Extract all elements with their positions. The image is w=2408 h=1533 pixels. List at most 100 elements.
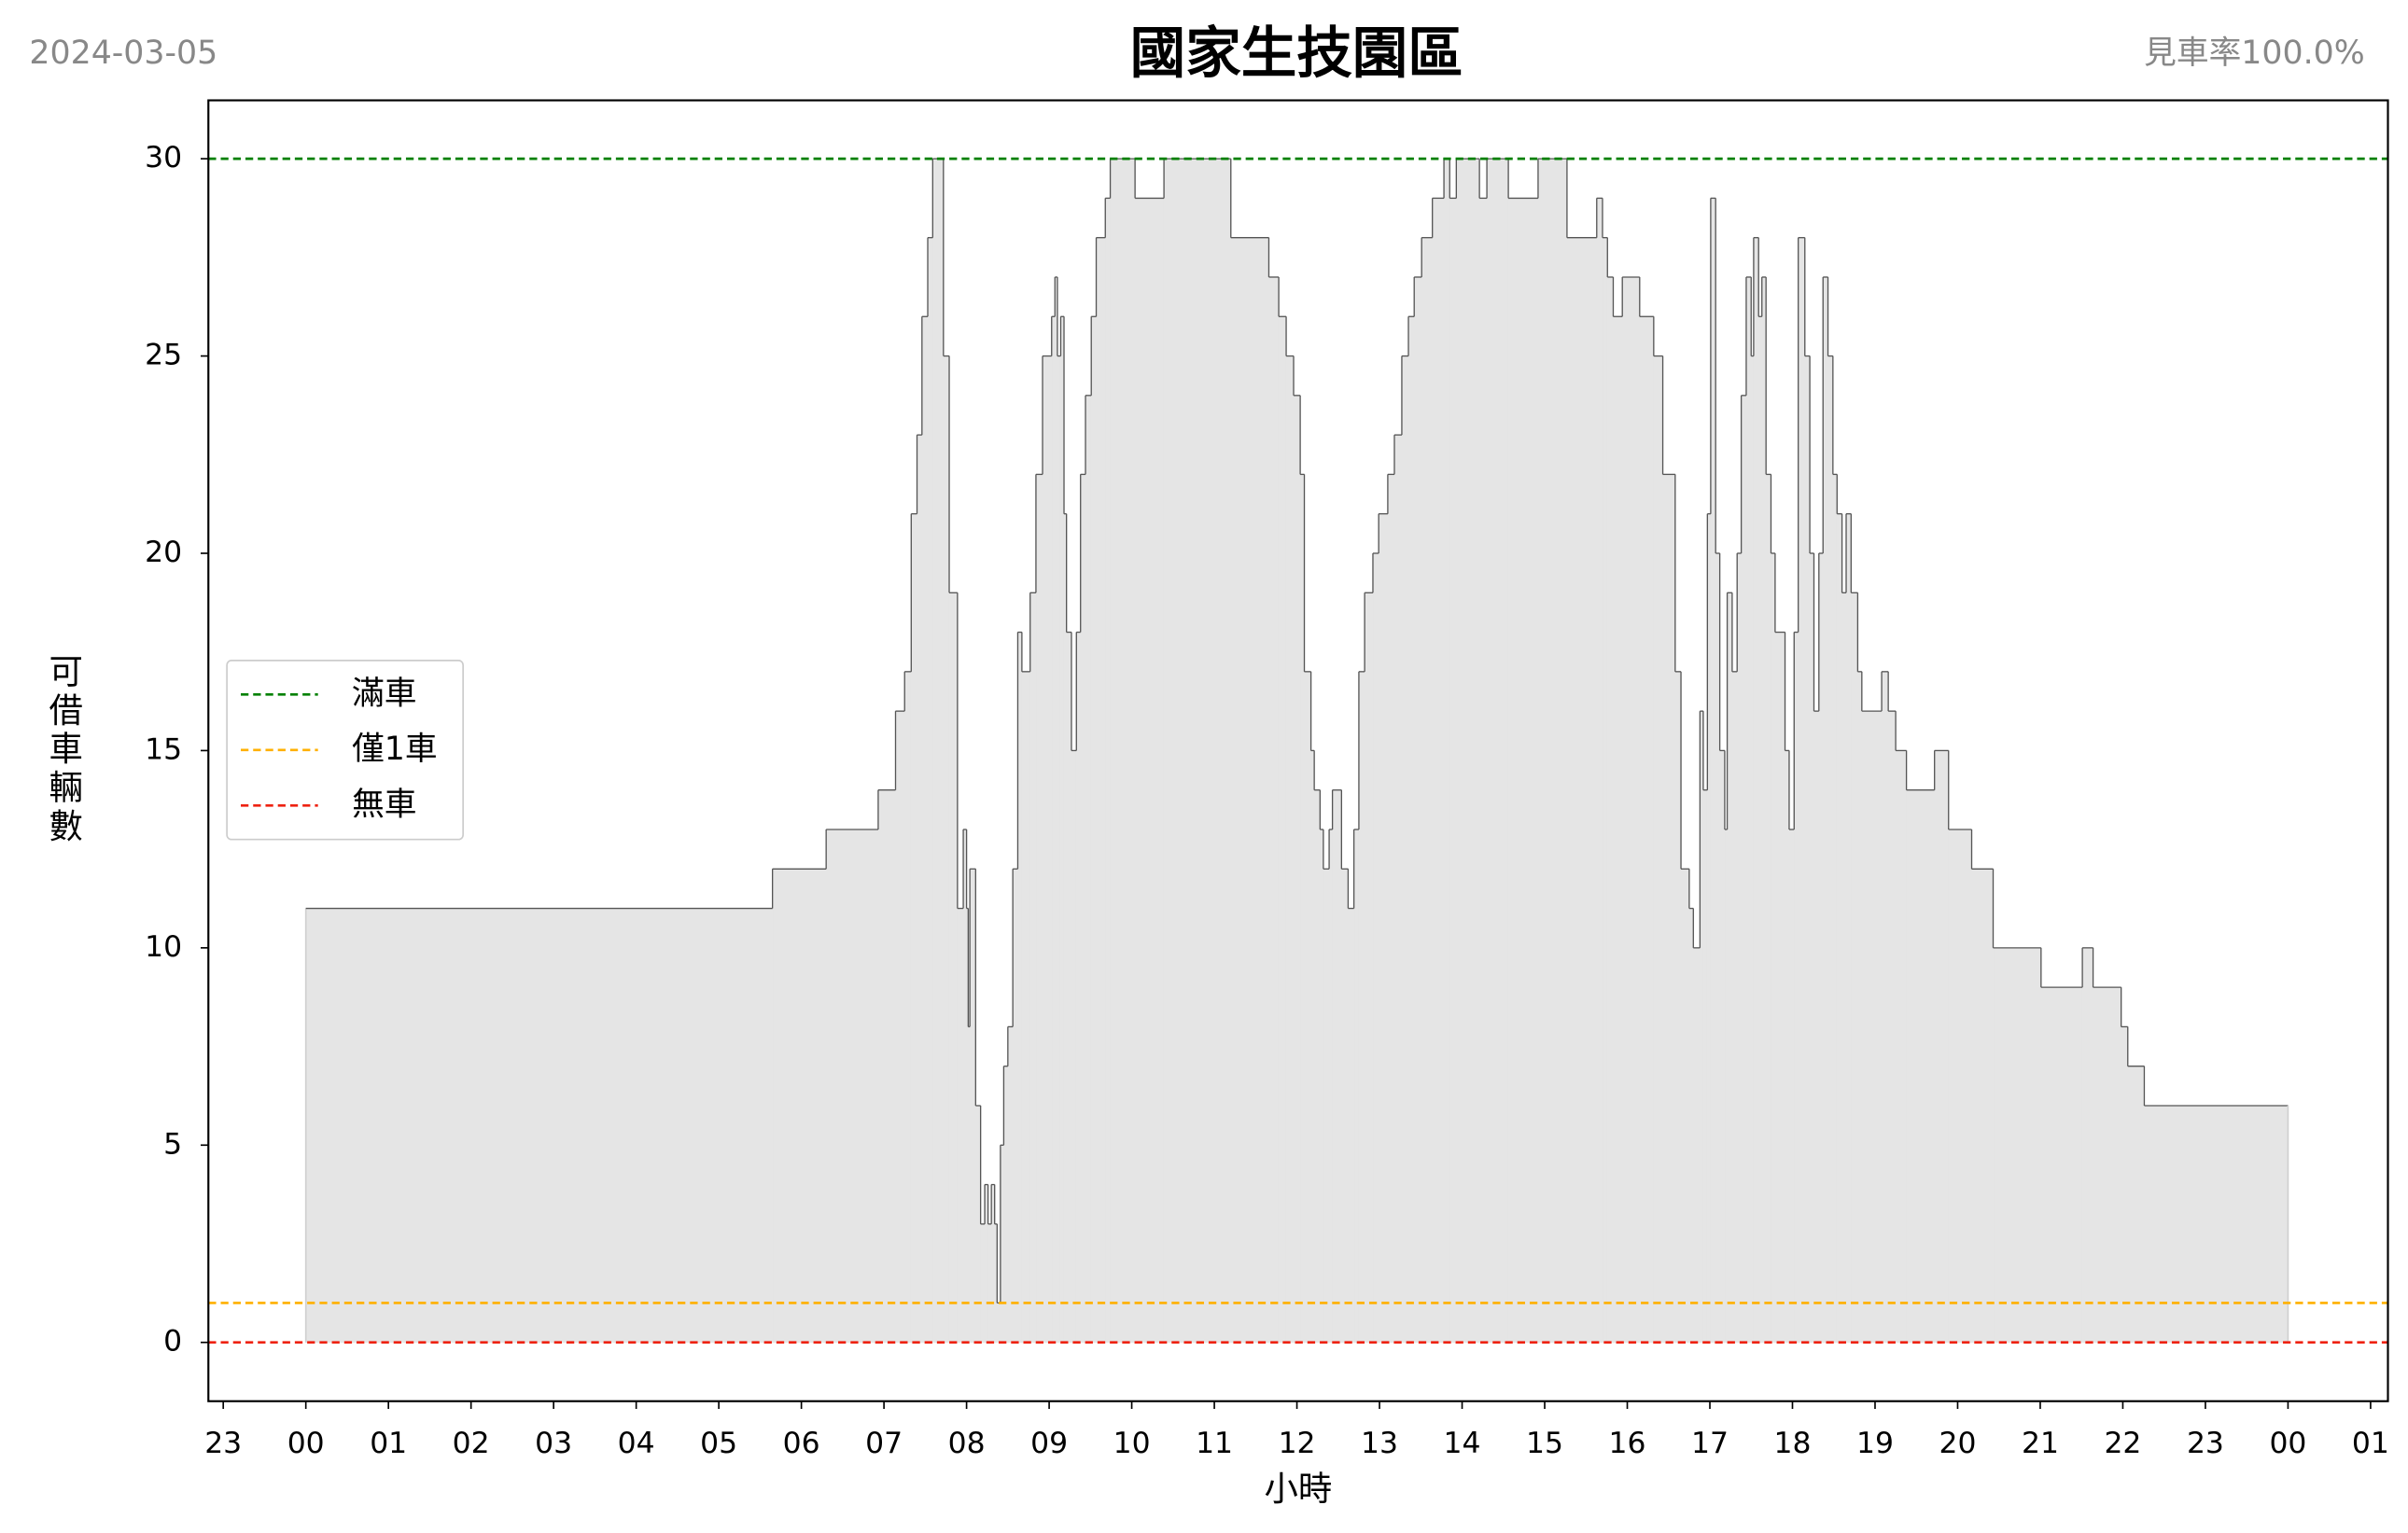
area-step: [1692, 947, 1701, 1344]
area-step: [1688, 908, 1694, 1344]
area-step: [1407, 315, 1415, 1344]
area-step: [1104, 197, 1112, 1344]
y-tick-label: 0: [163, 1325, 182, 1359]
area-step: [957, 908, 964, 1344]
area-step: [1727, 592, 1733, 1344]
area-step: [1788, 829, 1795, 1344]
y-tick-label: 10: [145, 930, 182, 964]
area-step: [1993, 947, 2042, 1344]
area-step: [1774, 632, 1786, 1344]
area-step: [1358, 671, 1365, 1344]
area-step: [903, 671, 912, 1344]
x-tick-label: 00: [287, 1427, 325, 1460]
area-step: [1798, 237, 1806, 1344]
x-tick-label: 16: [1609, 1427, 1646, 1460]
area-step: [1340, 868, 1349, 1344]
area-step: [1731, 671, 1738, 1344]
area-step: [1035, 473, 1043, 1344]
area-step: [1887, 710, 1897, 1344]
x-tick-label: 06: [783, 1427, 820, 1460]
area-step: [1507, 197, 1539, 1344]
area-step: [996, 1302, 1001, 1344]
x-tick-label: 22: [2104, 1427, 2141, 1460]
x-tick-label: 21: [2022, 1427, 2059, 1460]
area-step: [1304, 671, 1312, 1344]
y-tick-label: 30: [145, 141, 182, 174]
area-step: [1761, 276, 1767, 1344]
area-step: [1285, 355, 1295, 1344]
area-step: [1827, 355, 1834, 1344]
legend-label: 僅1車: [352, 731, 438, 768]
area-step: [825, 829, 879, 1344]
x-tick-label: 05: [700, 1427, 737, 1460]
legend-box: [226, 660, 464, 841]
area-step: [1770, 552, 1776, 1344]
area-step: [1364, 592, 1374, 1344]
area-step: [2081, 947, 2094, 1344]
area-step: [1566, 237, 1598, 1344]
area-step: [987, 1223, 992, 1344]
area-step: [1230, 237, 1269, 1344]
area-step: [1832, 473, 1838, 1344]
area-step: [1387, 473, 1395, 1344]
area-step: [772, 868, 827, 1344]
area-step: [1021, 671, 1031, 1344]
area-step: [1895, 749, 1908, 1344]
area-step: [1813, 710, 1820, 1344]
area-step: [1741, 395, 1747, 1344]
area-step: [2143, 1105, 2289, 1344]
area-step: [1818, 552, 1824, 1344]
area-step: [1836, 513, 1843, 1344]
x-tick-label: 11: [1196, 1427, 1233, 1460]
area-step: [1804, 355, 1811, 1344]
area-step: [1841, 592, 1847, 1344]
area-step: [1680, 868, 1690, 1344]
area-step: [1096, 237, 1106, 1344]
x-tick-label: 20: [1939, 1427, 1976, 1460]
area-step: [1299, 473, 1306, 1344]
area-step: [1861, 710, 1883, 1344]
x-tick-label: 01: [2352, 1427, 2389, 1460]
x-tick-label: 18: [1774, 1427, 1812, 1460]
area-step: [1845, 513, 1852, 1344]
area-step: [943, 355, 950, 1344]
area-step: [1785, 749, 1790, 1344]
area-step: [1372, 552, 1379, 1344]
area-step: [1090, 315, 1098, 1344]
date: 2024-03-05: [29, 35, 217, 72]
area-step: [1449, 197, 1457, 1344]
area-step: [1736, 552, 1743, 1344]
area-step: [1653, 355, 1664, 1344]
x-tick-label: 13: [1361, 1427, 1398, 1460]
area-step: [1323, 868, 1330, 1344]
area-step: [2040, 986, 2083, 1344]
area-step: [1042, 355, 1053, 1344]
area-step: [1401, 355, 1409, 1344]
area-step: [1413, 276, 1422, 1344]
legend-label: 滿車: [352, 675, 416, 712]
area-step: [1421, 237, 1434, 1344]
area-step: [1621, 276, 1641, 1344]
area-step: [1432, 197, 1445, 1344]
x-tick-label: 00: [2269, 1427, 2306, 1460]
area-step: [1674, 671, 1682, 1344]
area-step: [1906, 789, 1936, 1344]
area-step: [969, 868, 976, 1344]
y-tick-label: 20: [145, 536, 182, 569]
area-step: [1016, 632, 1023, 1344]
area-step: [1850, 592, 1858, 1344]
area-step: [1606, 276, 1614, 1344]
area-step: [974, 1105, 982, 1344]
y-tick-label: 25: [145, 339, 182, 372]
area-step: [1443, 158, 1450, 1344]
area-step: [1293, 395, 1301, 1344]
area-step: [927, 237, 933, 1344]
area-step: [1639, 315, 1655, 1344]
area-step: [1745, 276, 1752, 1344]
area-step: [1702, 789, 1708, 1344]
y-axis-label: 可借車輛數: [44, 653, 84, 846]
area-step: [1085, 395, 1092, 1344]
area-step: [1393, 434, 1403, 1344]
area-step: [305, 908, 774, 1344]
